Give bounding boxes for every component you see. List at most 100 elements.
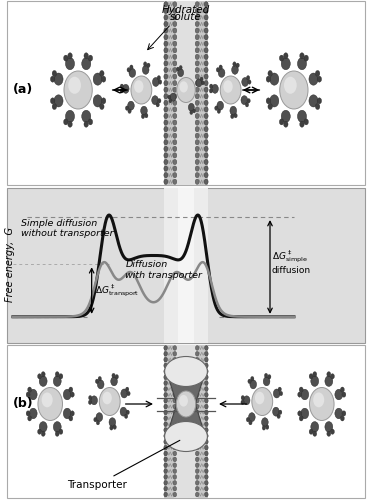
Circle shape xyxy=(195,457,199,462)
Circle shape xyxy=(195,428,199,432)
Circle shape xyxy=(218,68,225,78)
Circle shape xyxy=(125,106,129,110)
Circle shape xyxy=(52,70,57,76)
Circle shape xyxy=(304,55,308,61)
Circle shape xyxy=(195,120,199,125)
Circle shape xyxy=(69,387,73,392)
Circle shape xyxy=(164,474,167,480)
Circle shape xyxy=(164,440,167,444)
Circle shape xyxy=(248,379,251,384)
Circle shape xyxy=(173,54,177,60)
Circle shape xyxy=(164,54,168,60)
Circle shape xyxy=(195,146,199,152)
Circle shape xyxy=(164,166,168,171)
Circle shape xyxy=(195,2,199,7)
Circle shape xyxy=(173,381,177,386)
Circle shape xyxy=(38,429,42,434)
Circle shape xyxy=(93,73,102,85)
Circle shape xyxy=(204,126,208,132)
Circle shape xyxy=(63,408,71,419)
Circle shape xyxy=(264,374,268,378)
Circle shape xyxy=(164,492,167,497)
Circle shape xyxy=(298,411,302,416)
Circle shape xyxy=(204,28,208,33)
Circle shape xyxy=(205,480,208,485)
Circle shape xyxy=(205,346,208,350)
Circle shape xyxy=(29,408,37,419)
Circle shape xyxy=(127,392,130,396)
Circle shape xyxy=(195,15,199,20)
Circle shape xyxy=(195,8,199,14)
Circle shape xyxy=(141,106,147,115)
Circle shape xyxy=(267,374,271,379)
Bar xyxy=(164,345,208,498)
Circle shape xyxy=(164,358,167,362)
Circle shape xyxy=(195,404,199,409)
Circle shape xyxy=(164,381,167,386)
Circle shape xyxy=(173,369,177,374)
Circle shape xyxy=(195,422,199,426)
Circle shape xyxy=(164,398,167,403)
Circle shape xyxy=(209,84,213,88)
Bar xyxy=(174,1,198,185)
Circle shape xyxy=(173,140,177,145)
Circle shape xyxy=(301,389,309,400)
Circle shape xyxy=(204,120,208,125)
Circle shape xyxy=(249,420,252,425)
Circle shape xyxy=(41,372,45,377)
Circle shape xyxy=(173,94,177,99)
Circle shape xyxy=(164,392,167,397)
Circle shape xyxy=(205,428,208,432)
Text: Simple diffusion
without transporter: Simple diffusion without transporter xyxy=(22,219,114,238)
Circle shape xyxy=(164,114,168,118)
Circle shape xyxy=(177,78,195,102)
Circle shape xyxy=(309,429,313,434)
Circle shape xyxy=(54,95,63,107)
Circle shape xyxy=(313,392,324,407)
Circle shape xyxy=(204,153,208,158)
Circle shape xyxy=(55,372,59,377)
Circle shape xyxy=(130,65,133,70)
Circle shape xyxy=(279,55,284,61)
Circle shape xyxy=(195,486,199,491)
Circle shape xyxy=(164,28,168,33)
Circle shape xyxy=(38,388,62,420)
Circle shape xyxy=(340,416,344,421)
Circle shape xyxy=(270,95,279,107)
Circle shape xyxy=(205,352,208,356)
Circle shape xyxy=(173,146,177,152)
Circle shape xyxy=(201,81,204,85)
Circle shape xyxy=(29,389,37,400)
Circle shape xyxy=(164,346,167,350)
Circle shape xyxy=(247,98,250,103)
Bar xyxy=(7,345,365,498)
Circle shape xyxy=(164,34,168,40)
Circle shape xyxy=(278,387,281,392)
Circle shape xyxy=(173,480,177,485)
Circle shape xyxy=(232,66,238,74)
Circle shape xyxy=(28,387,32,392)
Circle shape xyxy=(195,166,199,171)
Circle shape xyxy=(82,58,91,70)
Circle shape xyxy=(53,422,61,432)
Circle shape xyxy=(317,76,322,82)
Circle shape xyxy=(325,422,333,432)
Circle shape xyxy=(195,48,199,53)
Circle shape xyxy=(64,55,68,61)
Circle shape xyxy=(300,52,304,59)
Circle shape xyxy=(195,114,199,118)
Circle shape xyxy=(113,425,116,430)
Circle shape xyxy=(147,63,150,68)
Circle shape xyxy=(178,68,184,76)
Circle shape xyxy=(241,396,244,400)
Circle shape xyxy=(301,408,309,419)
Circle shape xyxy=(205,363,208,368)
Circle shape xyxy=(28,416,32,421)
Circle shape xyxy=(195,375,199,380)
Circle shape xyxy=(245,102,248,107)
Circle shape xyxy=(112,374,115,378)
Circle shape xyxy=(164,352,167,356)
Circle shape xyxy=(173,404,177,409)
Circle shape xyxy=(142,66,149,74)
Bar xyxy=(7,1,365,185)
